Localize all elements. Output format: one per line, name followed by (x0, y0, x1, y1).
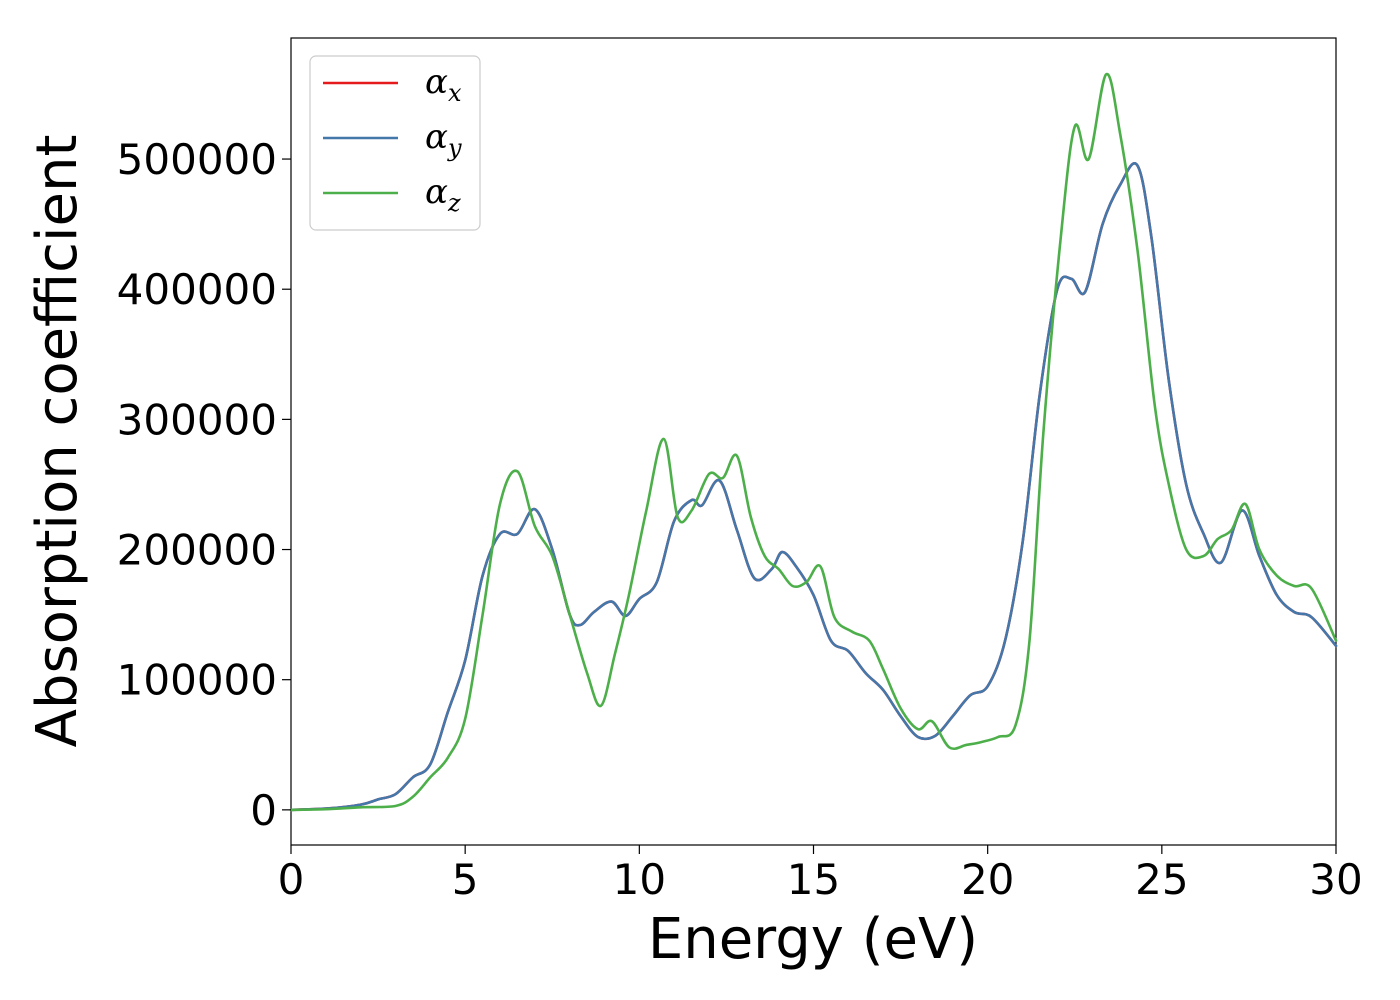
y-tick-label: 0 (250, 786, 277, 835)
x-tick-label: 0 (278, 855, 305, 904)
y-axis-label: Absorption coefficient (25, 135, 90, 748)
legend-label-subscript: x (448, 79, 462, 107)
legend-box (309, 55, 481, 231)
y-tick-label: 300000 (117, 395, 277, 444)
x-axis: 0 5 10 15 20 25 30 (278, 845, 1363, 904)
legend-label-subscript: z (447, 189, 461, 217)
y-tick-label: 500000 (117, 135, 277, 184)
y-tick-label: 400000 (117, 265, 277, 314)
series-layer (289, 73, 1338, 812)
series-line-α-z (289, 73, 1338, 812)
y-tick-label: 100000 (117, 656, 277, 705)
x-tick-label: 25 (1135, 855, 1188, 904)
x-tick-label: 30 (1309, 855, 1362, 904)
x-tick-label: 20 (961, 855, 1014, 904)
legend-label-subscript: y (447, 134, 462, 162)
x-tick-label: 10 (613, 855, 666, 904)
x-axis-label: Energy (eV) (648, 907, 978, 972)
y-axis: 0 100000 200000 300000 400000 500000 (117, 135, 291, 835)
series-line-α-y (289, 162, 1338, 812)
y-tick-label: 200000 (117, 526, 277, 575)
x-tick-label: 5 (452, 855, 479, 904)
x-tick-label: 15 (787, 855, 840, 904)
